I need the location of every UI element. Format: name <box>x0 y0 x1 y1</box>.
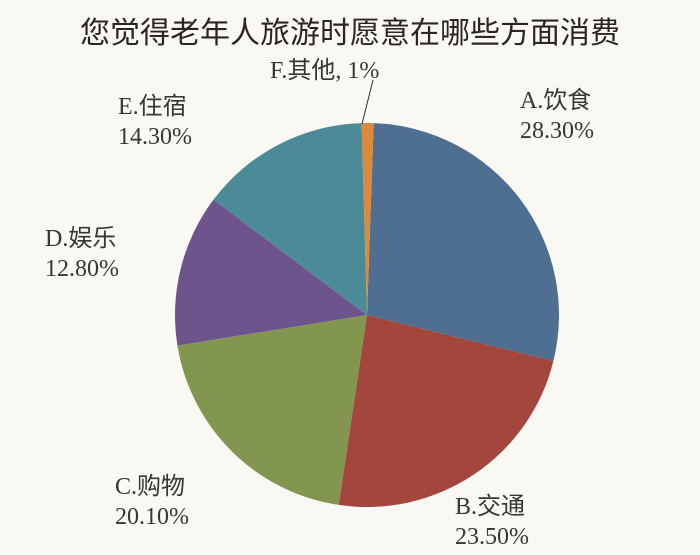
slice-label-D: D.娱乐 12.80% <box>45 224 119 284</box>
slice-label-C: C.购物 20.10% <box>115 472 189 532</box>
slice-label-B: B.交通 23.50% <box>455 492 529 552</box>
slice-label-F: F.其他, 1% <box>270 56 379 86</box>
slice-label-E: E.住宿 14.30% <box>118 92 192 152</box>
chart-container: 您觉得老年人旅游时愿意在哪些方面消费 A.饮食 28.30%B.交通 23.50… <box>0 0 700 555</box>
pie-slice-C <box>177 315 367 505</box>
leader-line-F <box>362 80 373 124</box>
slice-label-A: A.饮食 28.30% <box>520 86 594 146</box>
